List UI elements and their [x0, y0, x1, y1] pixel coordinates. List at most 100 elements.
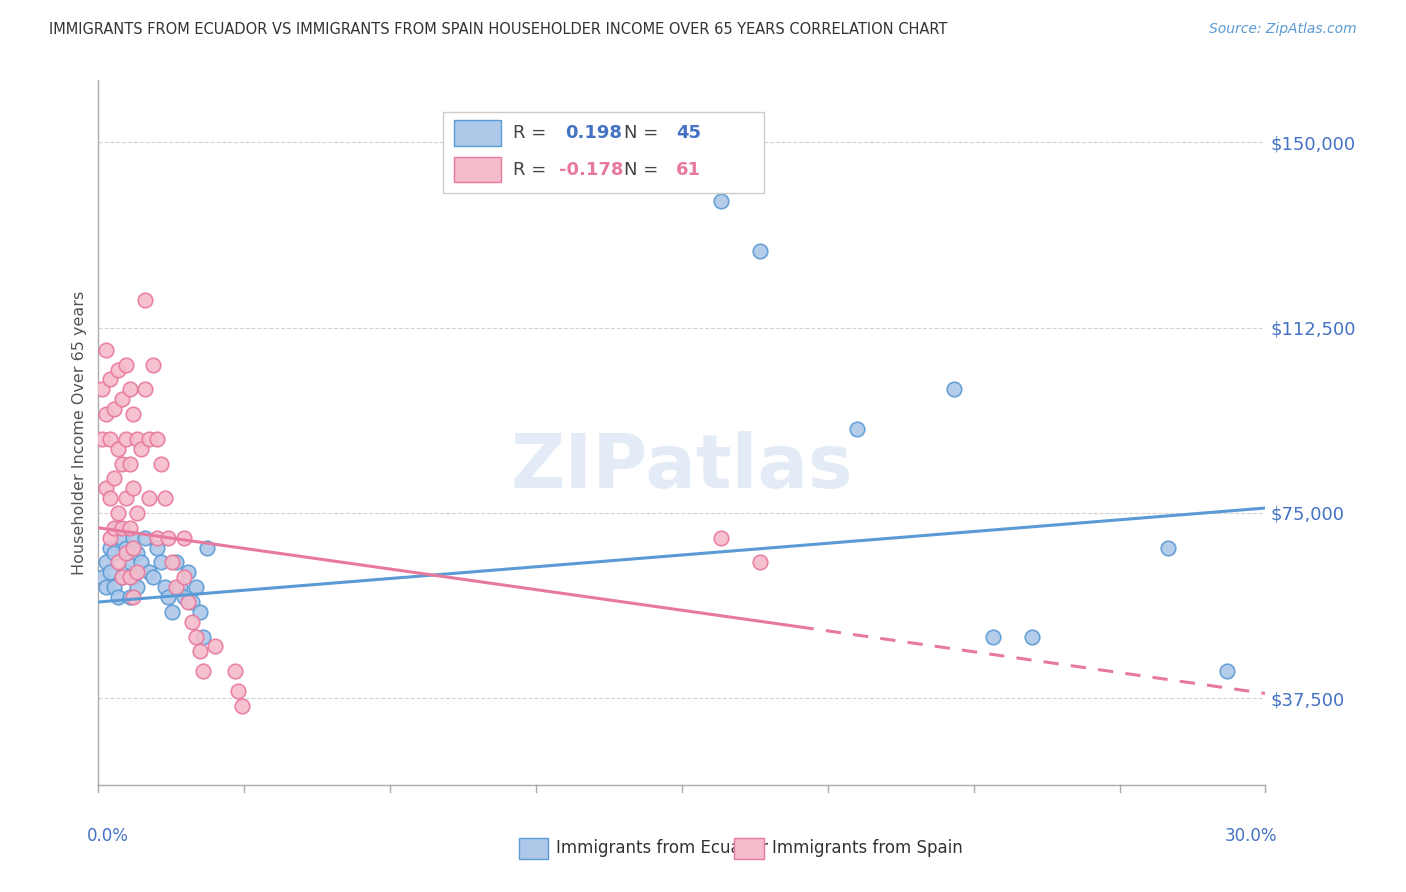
Point — [153, 491, 176, 505]
Point — [188, 605, 211, 619]
Point — [122, 541, 145, 555]
Point — [114, 566, 136, 580]
Point — [114, 545, 136, 559]
Point — [138, 491, 160, 505]
Point — [204, 640, 226, 654]
Point — [134, 382, 156, 396]
Point — [107, 506, 129, 520]
Point — [177, 566, 200, 580]
Point — [98, 566, 121, 580]
Point — [103, 545, 125, 559]
Point — [195, 541, 218, 555]
Point — [111, 457, 134, 471]
Point — [981, 630, 1004, 644]
Point — [165, 556, 187, 570]
Point — [169, 580, 191, 594]
Point — [1157, 541, 1180, 555]
Text: -0.178: -0.178 — [560, 161, 624, 178]
Text: N =: N = — [623, 124, 664, 142]
Point — [710, 531, 733, 545]
Point — [98, 541, 121, 555]
Point — [138, 566, 160, 580]
Point — [122, 590, 145, 604]
Text: 0.0%: 0.0% — [87, 827, 128, 846]
Point — [146, 541, 169, 555]
Point — [146, 531, 169, 545]
FancyBboxPatch shape — [454, 157, 501, 183]
Point — [153, 580, 176, 594]
FancyBboxPatch shape — [454, 120, 501, 145]
Point — [122, 481, 145, 495]
Point — [173, 570, 195, 584]
Point — [146, 432, 169, 446]
Point — [111, 570, 134, 584]
Point — [103, 580, 125, 594]
Point — [107, 442, 129, 456]
FancyBboxPatch shape — [734, 838, 763, 859]
Point — [134, 531, 156, 545]
Point — [180, 595, 202, 609]
Point — [96, 481, 118, 495]
Point — [138, 432, 160, 446]
FancyBboxPatch shape — [443, 112, 763, 193]
Point — [96, 343, 118, 357]
Point — [162, 605, 184, 619]
Point — [127, 566, 149, 580]
Point — [177, 595, 200, 609]
Point — [180, 615, 202, 629]
Point — [111, 570, 134, 584]
Point — [184, 580, 207, 594]
Point — [710, 194, 733, 209]
Point — [846, 422, 869, 436]
Point — [129, 442, 152, 456]
Text: IMMIGRANTS FROM ECUADOR VS IMMIGRANTS FROM SPAIN HOUSEHOLDER INCOME OVER 65 YEAR: IMMIGRANTS FROM ECUADOR VS IMMIGRANTS FR… — [49, 22, 948, 37]
Point — [98, 432, 121, 446]
Text: R =: R = — [513, 161, 551, 178]
Point — [98, 491, 121, 505]
Point — [122, 570, 145, 584]
Point — [111, 392, 134, 407]
Point — [118, 570, 141, 584]
Point — [122, 407, 145, 421]
Point — [98, 372, 121, 386]
Point — [162, 556, 184, 570]
Point — [118, 457, 141, 471]
FancyBboxPatch shape — [519, 838, 548, 859]
Point — [134, 293, 156, 308]
Point — [748, 244, 770, 258]
Y-axis label: Householder Income Over 65 years: Householder Income Over 65 years — [72, 291, 87, 574]
Point — [114, 541, 136, 555]
Point — [111, 531, 134, 545]
Point — [943, 382, 966, 396]
Point — [98, 531, 121, 545]
Text: Source: ZipAtlas.com: Source: ZipAtlas.com — [1209, 22, 1357, 37]
Point — [107, 556, 129, 570]
Text: R =: R = — [513, 124, 551, 142]
Point — [114, 491, 136, 505]
Point — [188, 644, 211, 658]
Point — [228, 684, 250, 698]
Text: N =: N = — [623, 161, 664, 178]
Point — [91, 432, 114, 446]
Point — [114, 358, 136, 372]
Point — [184, 630, 207, 644]
Text: 0.198: 0.198 — [565, 124, 623, 142]
Point — [129, 556, 152, 570]
Point — [127, 506, 149, 520]
Text: ZIPatlas: ZIPatlas — [510, 432, 853, 504]
Point — [165, 580, 187, 594]
Point — [193, 664, 215, 678]
Point — [118, 590, 141, 604]
Point — [157, 590, 180, 604]
Point — [142, 570, 165, 584]
Point — [103, 521, 125, 535]
Text: 61: 61 — [676, 161, 702, 178]
Text: 30.0%: 30.0% — [1225, 827, 1277, 846]
Text: Immigrants from Ecuador: Immigrants from Ecuador — [555, 839, 768, 857]
Point — [149, 457, 172, 471]
Point — [118, 521, 141, 535]
Point — [118, 382, 141, 396]
Point — [114, 432, 136, 446]
Point — [1215, 664, 1237, 678]
Point — [91, 570, 114, 584]
